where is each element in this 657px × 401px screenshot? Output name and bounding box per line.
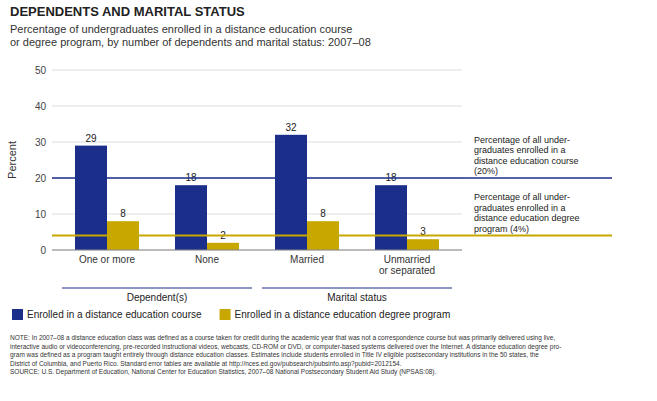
text-line: program (4%) <box>474 224 529 234</box>
bar <box>407 239 439 250</box>
text-line: SOURCE: U.S. Department of Education, Na… <box>10 368 437 376</box>
bar <box>375 185 407 250</box>
data-label: 29 <box>85 133 97 144</box>
x-tick-label: One or more <box>79 254 136 265</box>
bars <box>75 135 439 250</box>
y-tick-label: 40 <box>35 101 47 112</box>
note: NOTE: In 2007–08 a distance education cl… <box>10 334 561 376</box>
reference-line <box>52 177 612 178</box>
legend-label: Enrolled in a distance education degree … <box>235 309 451 320</box>
text-line: interactive audio or videoconferencing, … <box>10 343 561 351</box>
data-label: 32 <box>285 122 297 133</box>
grid-line <box>52 250 462 251</box>
data-labels: 291832188283 <box>85 122 426 241</box>
x-tick-label: Unmarriedor separated <box>379 254 435 276</box>
group-label: Dependent(s) <box>127 292 188 303</box>
text-line: gram was defined as a program taught ent… <box>10 351 539 359</box>
y-tick-label: 10 <box>35 209 47 220</box>
data-label: 8 <box>320 208 326 219</box>
bar <box>275 135 307 250</box>
legend-swatch <box>220 309 231 320</box>
grid-line <box>52 142 462 143</box>
reference-label: Percentage of all under-graduates enroll… <box>474 135 579 177</box>
legend-label: Enrolled in a distance education course <box>27 309 202 320</box>
group-bracket <box>62 288 252 289</box>
reference-label: Percentage of all under-graduates enroll… <box>474 192 580 234</box>
data-label: 8 <box>120 208 126 219</box>
text-line: or degree program, by number of dependen… <box>10 36 371 48</box>
text-line: graduates enrolled in a <box>474 145 566 155</box>
title: DEPENDENTS AND MARITAL STATUS <box>10 4 245 19</box>
grid-line <box>52 106 462 107</box>
text-line: or separated <box>379 265 435 276</box>
bar <box>175 185 207 250</box>
text-line: Percentage of undergraduates enrolled in… <box>10 23 352 35</box>
text-line: None <box>195 254 219 265</box>
text-line: Married <box>290 254 324 265</box>
y-tick-label: 30 <box>35 137 47 148</box>
text-line: distance education degree <box>474 213 580 223</box>
y-tick-label: 50 <box>35 65 47 76</box>
text-line: distance education course <box>474 156 579 166</box>
text-line: Percentage of all under- <box>474 135 570 145</box>
text-line: graduates enrolled in a <box>474 203 566 213</box>
y-tick-label: 0 <box>40 245 46 256</box>
y-tick-label: 20 <box>35 173 47 184</box>
text-line: (20%) <box>474 166 498 176</box>
text-line: Unmarried <box>384 254 431 265</box>
text-line: NOTE: In 2007–08 a distance education cl… <box>10 334 555 342</box>
text-line: District of Columbia, and Puerto Rico. S… <box>10 360 402 368</box>
group-label: Marital status <box>327 292 386 303</box>
bar <box>207 243 239 250</box>
legend-swatch <box>12 309 23 320</box>
group-bracket <box>262 288 452 289</box>
x-axis <box>52 250 462 251</box>
bar <box>75 146 107 250</box>
chart: DEPENDENTS AND MARITAL STATUS Percentage … <box>0 0 657 401</box>
subtitle: Percentage of undergraduates enrolled in… <box>10 23 371 48</box>
x-tick-label: None <box>195 254 219 265</box>
reference-line <box>52 235 612 237</box>
y-axis-label: Percent <box>6 141 18 179</box>
text-line: One or more <box>79 254 136 265</box>
grid-line <box>52 70 462 71</box>
x-tick-label: Married <box>290 254 324 265</box>
text-line: Percentage of all under- <box>474 192 570 202</box>
